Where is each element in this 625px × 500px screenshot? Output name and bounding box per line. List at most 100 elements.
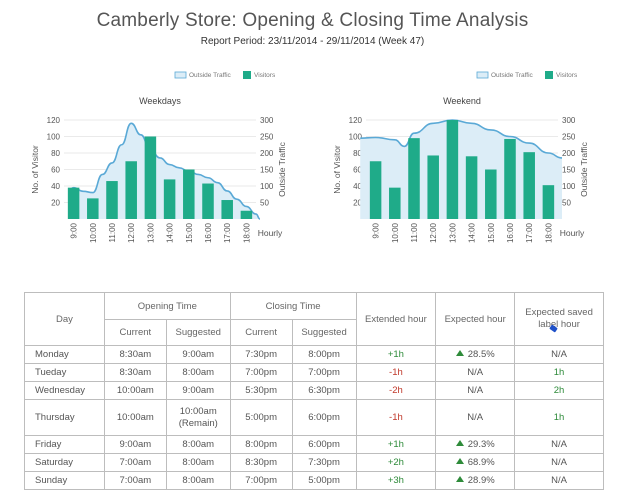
visitor-bar — [485, 169, 497, 219]
table-row: Thursday 10:00am 10:00am (Remain) 5:00pm 6:0… — [24, 399, 604, 436]
visitor-bar — [87, 198, 99, 219]
opening-suggested-cell: 9:00am — [165, 381, 231, 400]
opening-suggested-cell-text: 10:00am (Remain) — [178, 405, 218, 429]
closing-current-cell-text: 7:30pm — [245, 349, 277, 360]
visitor-bar — [446, 120, 459, 219]
y2-axis-label: Outside Traffic — [579, 141, 589, 196]
opening-suggested-cell-text: 9:00am — [182, 385, 215, 396]
extended-hour-cell-text: +2h — [387, 457, 404, 468]
x-tick-label: 11:00 — [108, 222, 117, 242]
day-cell: Tueday — [24, 363, 105, 382]
saved-hour-cell: 1h — [514, 363, 604, 382]
day-cell-text: Monday — [35, 349, 69, 360]
extended-hour-cell: +1h — [355, 345, 437, 364]
opening-suggested-cell-text: 8:00am — [182, 475, 215, 486]
y-axis-label: No. of Visitor — [30, 145, 40, 194]
table-row: Wednesday 10:00am 9:00am 5:30pm 6:30pm -2h N/A… — [24, 381, 604, 400]
saved-hour-cell: N/A — [514, 435, 604, 454]
opening-suggested-cell: 8:00am — [165, 435, 231, 454]
chart-svg: 20 40 60 80 100 120 50 100 150 200 250 300 9:00 10:00… — [30, 71, 287, 243]
closing-suggested-cell-text: 5:00pm — [308, 475, 340, 486]
closing-current-cell: 8:30pm — [229, 453, 293, 472]
expected-hour-cell-text: 68.9% — [467, 457, 495, 468]
expected-hour-cell-text: N/A — [467, 367, 484, 378]
trend-up-icon — [455, 458, 464, 464]
header-closing-current: Current — [229, 319, 293, 346]
y-tick-label: 100 — [47, 133, 61, 142]
opening-current-cell: 7:00am — [103, 453, 167, 472]
extended-hour-cell-text: -2h — [389, 385, 403, 396]
opening-suggested-cell: 8:00am — [165, 363, 231, 382]
expected-hour-cell-text: 29.3% — [467, 439, 495, 450]
expected-hour-cell: 28.9% — [435, 471, 516, 490]
legend-visitors-label: Visitors — [254, 72, 276, 79]
closing-current-cell-text: 8:30pm — [245, 457, 277, 468]
closing-suggested-cell: 7:30pm — [291, 453, 357, 472]
header-opening-suggested: Suggested — [165, 319, 231, 346]
x-tick-label: 10:00 — [89, 222, 98, 243]
table-row: Monday 8:30am 9:00am 7:30pm 8:00pm +1h 28.5% N/… — [24, 345, 604, 364]
y-tick-label: 80 — [51, 149, 60, 158]
header-extended-hour: Extended hour — [355, 292, 437, 346]
closing-current-cell: 7:00pm — [229, 471, 293, 490]
y-tick-label: 20 — [51, 199, 60, 208]
opening-suggested-cell: 8:00am — [165, 471, 231, 490]
y2-tick-label: 100 — [562, 182, 576, 191]
visitor-bar — [504, 138, 516, 219]
x-tick-label: 12:00 — [127, 222, 136, 243]
weekend-chart: 20 40 60 80 100 120 50 100 150 200 250 300 9:00 10:00… — [312, 60, 612, 250]
y2-tick-label: 50 — [562, 199, 571, 208]
x-tick-label: 15:00 — [185, 222, 194, 243]
extended-hour-cell: -1h — [355, 399, 437, 436]
expected-hour-cell: 68.9% — [435, 453, 516, 472]
saved-hour-cell-text: N/A — [551, 457, 567, 468]
closing-current-cell: 8:00pm — [229, 435, 293, 454]
visitor-bar — [465, 156, 478, 219]
extended-hour-cell: +3h — [355, 471, 437, 490]
x-tick-label: 16:00 — [204, 222, 213, 243]
visitor-bar — [389, 187, 401, 219]
expected-hour-cell-text: 28.9% — [467, 475, 495, 486]
visitor-bar — [240, 210, 253, 219]
y-tick-label: 120 — [47, 116, 61, 125]
report-period: Report Period: 23/11/2014 - 29/11/2014 (… — [200, 36, 425, 47]
day-cell-text: Sunday — [35, 475, 68, 486]
visitor-bar — [369, 161, 382, 219]
closing-suggested-cell-text: 8:00pm — [308, 349, 340, 360]
opening-current-cell-text: 8:30am — [119, 367, 152, 378]
trend-up-icon — [455, 350, 464, 356]
table-row: Sunday 7:00am 8:00am 7:00pm 5:00pm +3h 28.9% N/… — [24, 471, 604, 490]
expected-hour-cell: N/A — [435, 381, 516, 400]
chart-title: Weekend — [443, 96, 481, 106]
y-tick-label: 60 — [353, 166, 362, 175]
saved-hour-cell-text: N/A — [551, 439, 567, 450]
expected-hour-cell-text: N/A — [467, 385, 484, 396]
opening-current-cell: 8:30am — [103, 345, 167, 364]
extended-hour-cell: -1h — [355, 363, 437, 382]
x-tick-label: 15:00 — [487, 222, 496, 243]
x-tick-label: 16:00 — [506, 222, 515, 243]
closing-suggested-cell: 5:00pm — [291, 471, 357, 490]
y2-tick-label: 150 — [260, 166, 274, 175]
extended-hour-cell-text: -1h — [389, 412, 403, 423]
opening-current-cell: 10:00am — [103, 399, 167, 436]
expected-hour-cell: 29.3% — [435, 435, 516, 454]
closing-suggested-cell-text: 7:30pm — [308, 457, 340, 468]
opening-current-cell: 10:00am — [103, 381, 167, 400]
closing-current-cell: 5:00pm — [229, 399, 293, 436]
opening-closing-table: Day Opening Time Closing Time Extended h… — [24, 292, 604, 490]
y-tick-label: 100 — [349, 133, 363, 142]
extended-hour-cell-text: -1h — [389, 367, 403, 378]
y-tick-label: 40 — [51, 182, 60, 191]
visitor-bar — [125, 161, 137, 219]
saved-hour-cell-text: N/A — [551, 475, 567, 486]
opening-current-cell-text: 10:00am — [116, 385, 154, 396]
closing-suggested-cell: 6:30pm — [291, 381, 357, 400]
closing-current-cell-text: 5:30pm — [245, 385, 277, 396]
extended-hour-cell-text: +1h — [387, 349, 404, 360]
y2-axis-label: Outside Traffic — [277, 141, 287, 196]
visitor-bar — [202, 183, 214, 219]
opening-suggested-cell-text: 8:00am — [182, 367, 215, 378]
y-tick-label: 40 — [353, 182, 362, 191]
expected-hour-cell: 28.5% — [435, 345, 516, 364]
